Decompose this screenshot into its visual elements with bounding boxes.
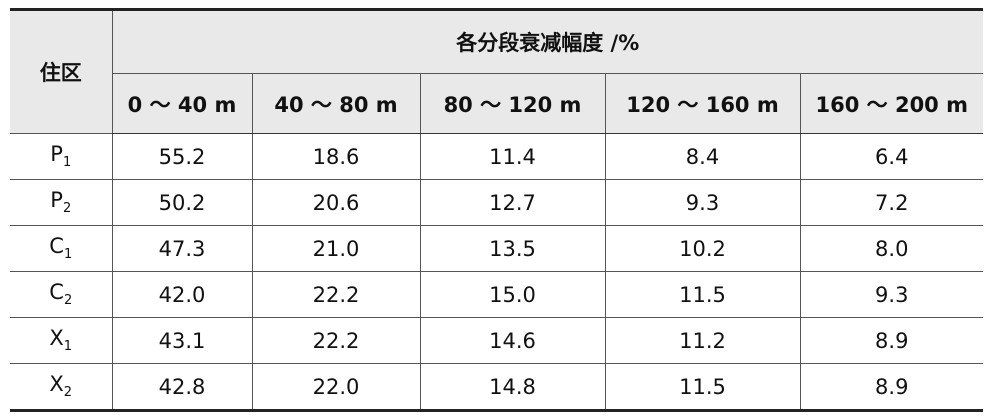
- row-label: C2: [10, 271, 112, 318]
- row-label: X2: [10, 363, 112, 412]
- column-header: 120 ～ 160 m: [604, 73, 800, 134]
- column-header: 0 ～ 40 m: [111, 73, 252, 134]
- table-row: P2 50.2 20.6 12.7 9.3 7.2: [10, 179, 983, 226]
- data-table: 住区 各分段衰减幅度 /% 0 ～ 40 m 40 ～ 80 m 80 ～ 120 …: [10, 8, 983, 412]
- table-cell: 47.3: [111, 225, 252, 272]
- label-base: C: [49, 234, 64, 259]
- row-label: P1: [10, 133, 112, 180]
- table-cell: 14.8: [419, 363, 605, 412]
- table-row: C1 47.3 21.0 13.5 10.2 8.0: [10, 225, 983, 272]
- table-cell: 8.0: [799, 225, 983, 272]
- header-row: 住区 各分段衰减幅度 /%: [10, 8, 983, 134]
- table-cell: 10.2: [604, 225, 800, 272]
- label-subscript: 1: [63, 247, 73, 263]
- label-subscript: 1: [62, 155, 72, 171]
- table-row: P1 55.2 18.6 11.4 8.4 6.4: [10, 133, 983, 180]
- label-base: C: [49, 280, 64, 305]
- label-subscript: 2: [63, 293, 73, 309]
- label-subscript: 2: [63, 385, 73, 401]
- table-cell: 11.2: [604, 317, 800, 364]
- row-label: P2: [10, 179, 112, 226]
- label-subscript: 1: [63, 339, 73, 355]
- table-body: P1 55.2 18.6 11.4 8.4 6.4 P2 50.2 20.6 12.7 9.3 7.2…: [10, 133, 983, 412]
- row-label: C1: [10, 225, 112, 272]
- column-header: 40 ～ 80 m: [251, 73, 420, 134]
- label-subscript: 2: [62, 201, 72, 217]
- table-cell: 9.3: [799, 271, 983, 318]
- table-cell: 13.5: [419, 225, 605, 272]
- table-cell: 9.3: [604, 179, 800, 226]
- label-base: P: [50, 188, 63, 213]
- table-cell: 8.4: [604, 133, 800, 180]
- header-row: 0 ～ 40 m 40 ～ 80 m 80 ～ 120 m 120 ～ 160 m 16…: [10, 73, 983, 134]
- table-cell: 43.1: [111, 317, 252, 364]
- table-cell: 50.2: [111, 179, 252, 226]
- table-cell: 22.2: [251, 317, 420, 364]
- table-cell: 8.9: [799, 363, 983, 412]
- table-cell: 22.0: [251, 363, 420, 412]
- corner-header: 住区: [10, 8, 112, 134]
- label-base: P: [50, 142, 63, 167]
- table-cell: 11.5: [604, 271, 800, 318]
- label-base: X: [49, 372, 64, 397]
- table-cell: 11.5: [604, 363, 800, 412]
- table-cell: 20.6: [251, 179, 420, 226]
- table-cell: 42.8: [111, 363, 252, 412]
- table-cell: 21.0: [251, 225, 420, 272]
- table-cell: 14.6: [419, 317, 605, 364]
- table-row: X2 42.8 22.0 14.8 11.5 8.9: [10, 363, 983, 412]
- column-header: 80 ～ 120 m: [419, 73, 605, 134]
- table-cell: 6.4: [799, 133, 983, 180]
- table-cell: 55.2: [111, 133, 252, 180]
- table-cell: 15.0: [419, 271, 605, 318]
- table-row: X1 43.1 22.2 14.6 11.2 8.9: [10, 317, 983, 364]
- table-cell: 8.9: [799, 317, 983, 364]
- table-head: 住区 各分段衰减幅度 /% 0 ～ 40 m 40 ～ 80 m 80 ～ 120 …: [10, 8, 983, 134]
- row-label: X1: [10, 317, 112, 364]
- table-cell: 22.2: [251, 271, 420, 318]
- table-cell: 12.7: [419, 179, 605, 226]
- table-row: C2 42.0 22.2 15.0 11.5 9.3: [10, 271, 983, 318]
- table-cell: 11.4: [419, 133, 605, 180]
- table-cell: 42.0: [111, 271, 252, 318]
- label-base: X: [49, 326, 64, 351]
- column-header: 160 ～ 200 m: [799, 73, 983, 134]
- table-cell: 7.2: [799, 179, 983, 226]
- group-header: 各分段衰减幅度 /%: [111, 8, 983, 74]
- table-cell: 18.6: [251, 133, 420, 180]
